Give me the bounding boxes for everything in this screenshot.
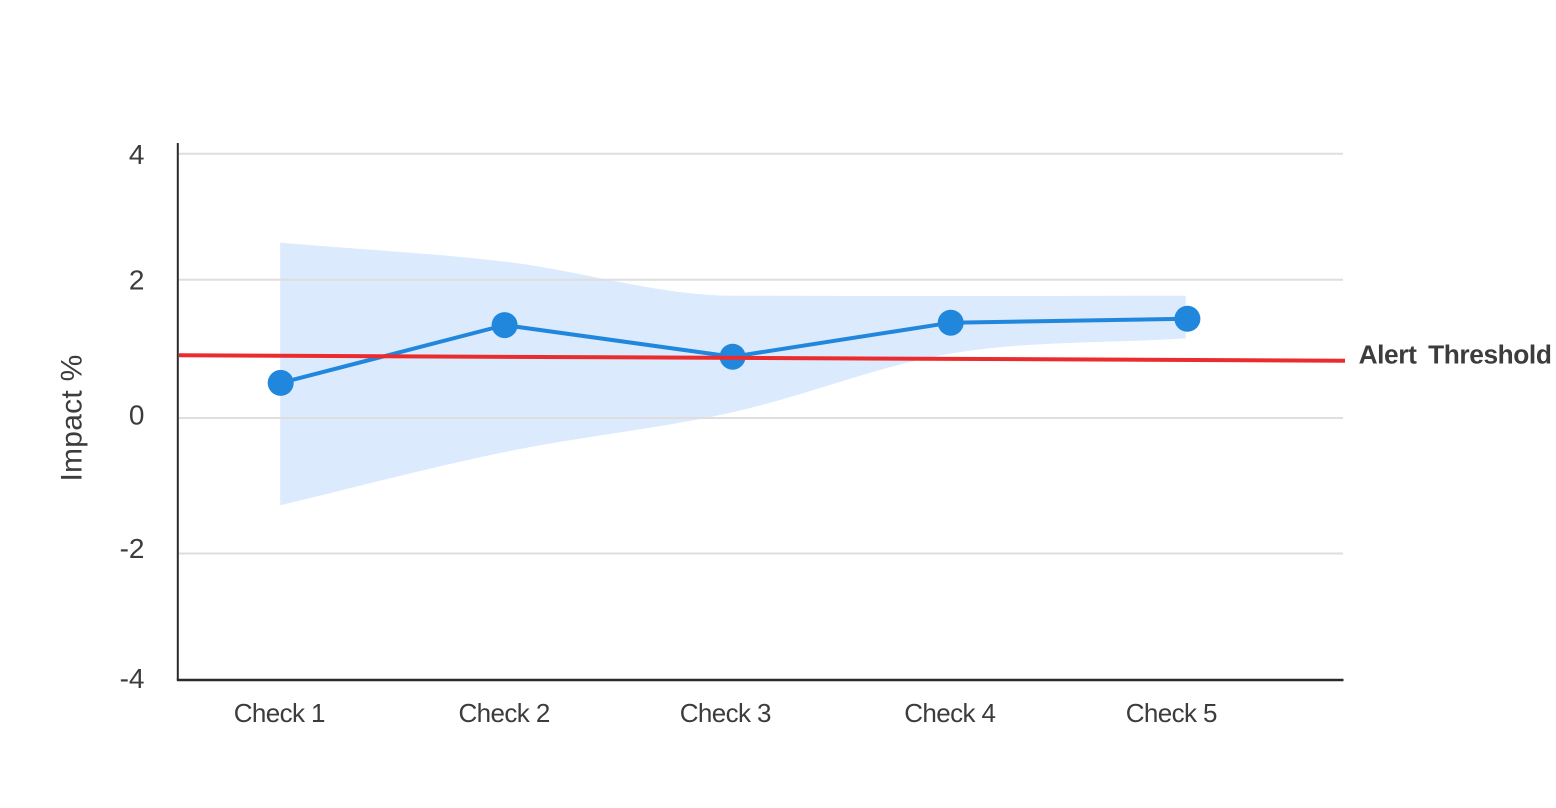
svg-text:0: 0 — [129, 400, 145, 431]
svg-text:Check 2: Check 2 — [459, 698, 550, 728]
svg-text:-2: -2 — [120, 533, 145, 564]
svg-text:Check 1: Check 1 — [234, 698, 325, 728]
svg-text:4: 4 — [129, 139, 145, 170]
svg-text:2: 2 — [129, 265, 145, 296]
svg-text:Alert Threshold: Alert Threshold — [1359, 340, 1552, 370]
svg-text:Impact %: Impact % — [56, 354, 89, 481]
svg-text:-4: -4 — [120, 663, 145, 694]
svg-text:Check 3: Check 3 — [680, 698, 771, 728]
svg-text:Check 4: Check 4 — [904, 698, 995, 728]
svg-text:Check 5: Check 5 — [1126, 698, 1217, 728]
